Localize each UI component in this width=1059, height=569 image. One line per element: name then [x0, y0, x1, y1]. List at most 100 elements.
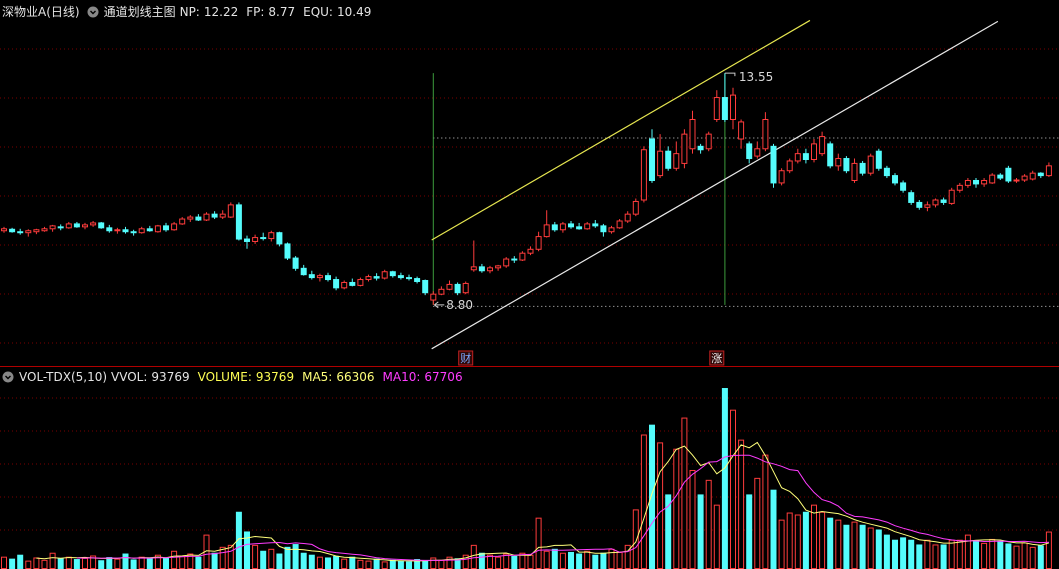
volume-bar — [227, 544, 234, 569]
candle-body — [365, 276, 372, 281]
volume-bar — [49, 552, 56, 569]
candle-body — [673, 153, 680, 169]
candle-body — [114, 229, 121, 232]
volume-bar — [470, 544, 477, 569]
volume-bar — [811, 504, 817, 569]
volume-bar — [1029, 546, 1036, 569]
volume-bar — [568, 551, 574, 569]
volume-bar — [883, 534, 890, 569]
volume-bar — [511, 555, 518, 569]
candle-body — [1037, 172, 1044, 177]
candle-body — [535, 236, 542, 250]
volume-bar — [316, 556, 323, 569]
volume-bar — [535, 517, 542, 569]
volume-bar — [292, 544, 299, 569]
volume-bar — [65, 556, 72, 569]
volume-bar — [989, 538, 996, 569]
candle-body — [1029, 172, 1036, 180]
candle-body — [341, 281, 348, 289]
candle-body — [9, 228, 16, 233]
menu-icon[interactable] — [87, 6, 99, 18]
candle-body — [195, 216, 202, 221]
candle-body — [1005, 167, 1012, 182]
volume-bar — [802, 511, 809, 569]
menu-icon[interactable] — [2, 371, 14, 383]
volume-bar — [932, 544, 939, 569]
volume-bar — [851, 521, 858, 569]
volume-bar — [746, 494, 753, 569]
volume-bar — [689, 469, 696, 569]
candle-body — [738, 121, 745, 140]
candle-body — [584, 223, 591, 230]
np-label: NP: — [179, 4, 200, 19]
annotation-label: 8.80 — [446, 298, 473, 312]
candle-body — [932, 199, 939, 206]
ma5-value: 66306 — [336, 370, 375, 384]
candle-body — [892, 175, 898, 184]
candle-body — [227, 204, 234, 218]
volume-bar — [487, 554, 493, 569]
volume-bar — [138, 556, 145, 569]
event-box — [458, 350, 474, 366]
candle-body — [308, 274, 315, 279]
candle-body — [543, 224, 550, 238]
volume-bar — [738, 439, 745, 569]
candle-body — [819, 136, 826, 155]
candle-body — [325, 275, 331, 281]
volume-bar — [673, 448, 680, 569]
volume-bar — [365, 560, 372, 569]
volume-bar — [916, 544, 923, 569]
volume-bar — [973, 540, 979, 569]
volume-bar — [146, 558, 153, 569]
volume-bar — [357, 559, 364, 569]
candle-body — [252, 237, 259, 242]
candle-body — [981, 179, 988, 185]
volume-bar — [25, 560, 32, 569]
candle-body — [851, 162, 858, 181]
volume-bar — [106, 557, 113, 569]
candle-body — [495, 265, 502, 269]
volume-bar — [697, 494, 704, 569]
candle-body — [300, 267, 307, 276]
volume-bar — [1013, 545, 1020, 569]
volume-bar — [997, 540, 1004, 569]
candle-body — [940, 199, 947, 203]
volume-bar — [422, 560, 429, 569]
volume-bar — [543, 550, 550, 569]
candle-body — [778, 170, 785, 184]
volume-bar — [786, 512, 793, 569]
volume-bar — [616, 551, 623, 569]
candle-body — [284, 243, 291, 259]
volume-bar — [640, 434, 647, 569]
main-header: 深物业A(日线) 通道划线主图 NP: 12.22 FP: 8.77 EQU: 10.… — [2, 3, 379, 20]
candle-body — [130, 231, 137, 234]
volume-bar — [503, 553, 510, 569]
volume-bar — [73, 559, 80, 569]
ma5-label: MA5: — [302, 370, 333, 384]
candle-body — [82, 224, 88, 228]
volume-bar — [948, 539, 955, 569]
volume-bar — [754, 477, 761, 569]
volume-bar — [82, 557, 88, 569]
ma10-value: 67706 — [424, 370, 463, 384]
volume-bar — [381, 561, 388, 569]
candle-body — [187, 216, 194, 220]
volume-bar — [875, 529, 882, 569]
volume-label: VOLUME: — [197, 370, 252, 384]
candle-body — [414, 278, 421, 282]
candle-body — [519, 252, 526, 261]
ma10-label: MA10: — [382, 370, 421, 384]
volume-bar — [308, 554, 315, 569]
volume-bar — [179, 555, 186, 569]
volume-bar — [843, 524, 850, 569]
candle-body — [41, 228, 48, 232]
volume-bar — [713, 504, 720, 569]
candle-body — [203, 213, 210, 221]
volume-bar — [778, 519, 785, 569]
volume-bar — [300, 552, 307, 569]
volume-bar — [406, 561, 412, 569]
volume-bar — [9, 558, 16, 569]
volume-title: VOL-TDX(5,10) — [19, 370, 108, 384]
candle-body — [511, 258, 518, 261]
candle-body — [49, 225, 56, 230]
